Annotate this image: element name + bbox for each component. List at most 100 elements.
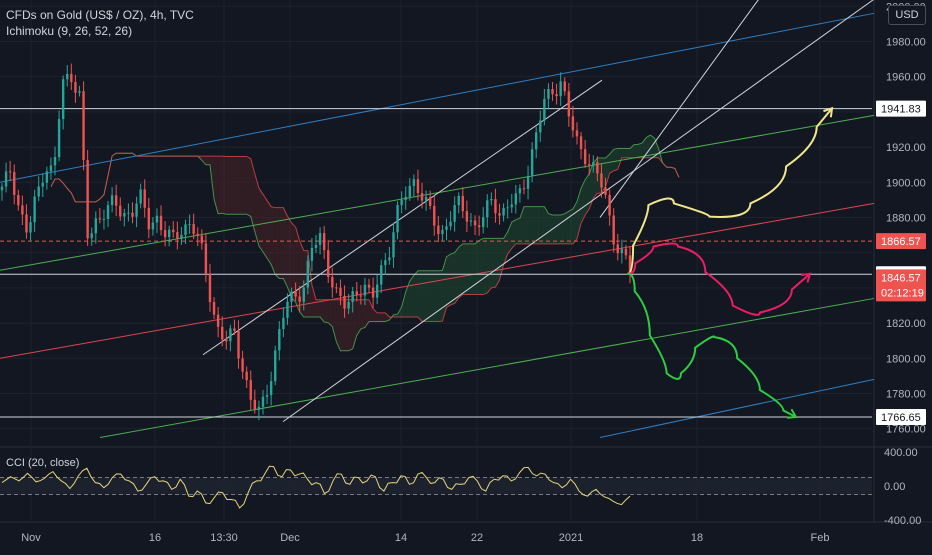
price-tick-label: 1960.00: [886, 72, 926, 84]
candle-body: [363, 284, 367, 296]
candle-body: [526, 176, 530, 189]
candle-body: [131, 212, 134, 217]
projected-path-yellow: [627, 107, 833, 275]
candle-body: [563, 81, 566, 92]
candle-body: [314, 244, 318, 248]
cloud-segment: [650, 135, 655, 158]
cloud-segment: [234, 156, 239, 215]
candle-body: [457, 195, 460, 206]
candle-body: [355, 291, 358, 296]
cloud-segment: [218, 156, 223, 214]
cloud-segment: [483, 238, 488, 295]
cloud-segment: [564, 211, 569, 244]
candle-body: [21, 205, 24, 215]
candle-body: [335, 287, 338, 289]
candle-body: [265, 395, 269, 397]
candle-body: [327, 250, 330, 277]
candle-body: [612, 215, 615, 245]
cloud-segment: [450, 252, 455, 305]
cloud-segment: [360, 299, 365, 329]
cloud-segment: [258, 188, 263, 253]
price-tick-label: 1920.00: [886, 142, 926, 154]
cloud-segment: [279, 207, 284, 279]
time-tick-label: 22: [471, 532, 483, 544]
cloud-segment: [560, 213, 565, 244]
candle-body: [437, 225, 440, 235]
candle-body: [371, 287, 375, 298]
level-price-tag-text: 1941.83: [881, 104, 921, 116]
price-tick-label: 1980.00: [886, 36, 926, 48]
candle-body: [416, 179, 420, 194]
ichimoku-cloud: [50, 135, 679, 351]
candle-body: [110, 195, 114, 206]
candle-body: [294, 291, 297, 297]
cloud-segment: [475, 240, 480, 295]
candle-body: [57, 119, 61, 158]
candle-body: [147, 207, 151, 230]
current-price-text: 1846.57: [881, 272, 921, 284]
cci-tick-label: 0.00: [884, 481, 905, 493]
cloud-segment: [417, 270, 423, 322]
indicator-label: Ichimoku (9, 26, 52, 26): [6, 24, 133, 38]
candle-body: [41, 182, 44, 187]
candle-body: [433, 205, 436, 226]
candle-body: [17, 194, 20, 206]
candle-body: [4, 171, 8, 187]
candle-body: [33, 196, 36, 223]
candle-body: [257, 406, 261, 410]
candle-body: [347, 301, 350, 309]
cloud-segment: [230, 156, 235, 215]
candle-body: [530, 149, 534, 177]
candle-body: [49, 165, 53, 172]
candle-body: [61, 79, 65, 120]
cloud-segment: [430, 270, 435, 322]
candle-body: [502, 207, 505, 216]
cloud-segment: [515, 218, 520, 244]
cloud-segment: [528, 206, 533, 244]
candle-body: [86, 160, 89, 239]
time-tick-label: Feb: [811, 532, 830, 544]
candle-body: [25, 214, 28, 233]
candle-body: [473, 220, 477, 226]
cloud-segment: [438, 270, 443, 322]
candle-body: [208, 273, 212, 303]
candle-body: [604, 187, 607, 195]
candle-body: [78, 91, 81, 93]
channel-line-red: [0, 202, 875, 359]
candle-body: [339, 287, 342, 296]
price-tick-label: 1800.00: [886, 353, 926, 365]
candle-body: [628, 255, 632, 274]
cloud-segment: [238, 156, 243, 215]
candle-body: [102, 219, 106, 221]
candle-body: [559, 81, 562, 97]
candle-body: [392, 232, 395, 258]
cloud-segment: [381, 312, 386, 322]
candle-body: [367, 284, 371, 288]
candle-body: [253, 399, 257, 410]
symbol-title: CFDs on Gold (US$ / OZ), 4h, TVC: [6, 8, 194, 22]
candle-body: [514, 193, 518, 205]
candle-body: [579, 136, 583, 150]
candle-body: [449, 221, 452, 227]
candle-body: [616, 244, 619, 254]
candle-body: [163, 230, 167, 238]
candle-body: [490, 199, 493, 201]
candle-body: [461, 195, 465, 212]
time-tick-label: Dec: [280, 532, 300, 544]
cloud-segment: [642, 137, 647, 158]
cloud-segment: [320, 299, 325, 322]
candle-body: [0, 186, 4, 191]
candle-body: [221, 326, 224, 340]
cloud-segment: [646, 135, 651, 158]
candle-body: [13, 171, 16, 195]
candle-body: [547, 89, 550, 99]
currency-button[interactable]: USD: [888, 5, 926, 25]
cloud-segment: [377, 312, 382, 322]
candle-body: [428, 196, 432, 206]
cloud-segment: [201, 156, 206, 165]
cloud-segment: [364, 299, 370, 328]
candle-body: [70, 74, 73, 83]
candle-body: [575, 130, 579, 137]
